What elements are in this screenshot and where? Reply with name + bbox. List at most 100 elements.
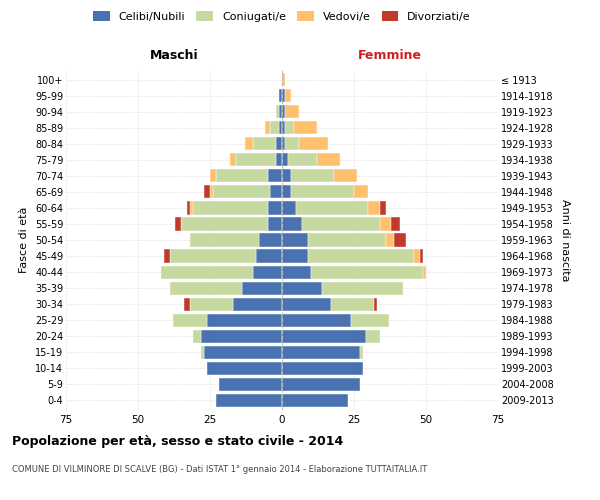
Bar [202, 346, 204, 359]
Bar [259, 234, 282, 246]
Bar [276, 137, 282, 150]
Bar [216, 394, 282, 407]
Bar [233, 298, 282, 310]
Bar [187, 202, 190, 214]
Bar [374, 298, 377, 310]
Bar [285, 89, 290, 102]
Bar [282, 170, 290, 182]
Bar [365, 330, 380, 343]
Bar [368, 202, 380, 214]
Bar [170, 250, 256, 262]
Bar [245, 137, 253, 150]
Bar [285, 121, 293, 134]
Bar [380, 218, 391, 230]
Bar [271, 121, 279, 134]
Bar [423, 266, 426, 278]
Bar [296, 202, 368, 214]
Bar [193, 330, 202, 343]
Bar [282, 73, 285, 86]
Bar [253, 266, 282, 278]
Bar [394, 234, 406, 246]
Text: Maschi: Maschi [149, 49, 199, 62]
Bar [311, 266, 423, 278]
Bar [308, 250, 415, 262]
Bar [276, 153, 282, 166]
Bar [190, 298, 233, 310]
Bar [331, 298, 374, 310]
Bar [282, 186, 290, 198]
Bar [216, 170, 268, 182]
Bar [170, 282, 242, 294]
Bar [290, 170, 334, 182]
Bar [242, 282, 282, 294]
Bar [204, 346, 282, 359]
Bar [213, 186, 271, 198]
Bar [282, 346, 360, 359]
Bar [282, 137, 285, 150]
Bar [420, 250, 423, 262]
Bar [334, 170, 357, 182]
Bar [282, 105, 285, 118]
Bar [282, 362, 362, 375]
Bar [282, 378, 360, 391]
Bar [308, 234, 386, 246]
Bar [218, 378, 282, 391]
Bar [282, 202, 296, 214]
Bar [256, 250, 282, 262]
Bar [204, 186, 210, 198]
Bar [175, 218, 181, 230]
Bar [279, 105, 282, 118]
Bar [351, 314, 389, 327]
Bar [164, 250, 170, 262]
Bar [279, 121, 282, 134]
Bar [207, 314, 282, 327]
Bar [184, 298, 190, 310]
Bar [391, 218, 400, 230]
Bar [190, 202, 193, 214]
Bar [202, 330, 282, 343]
Legend: Celibi/Nubili, Coniugati/e, Vedovi/e, Divorziati/e: Celibi/Nubili, Coniugati/e, Vedovi/e, Di… [90, 8, 474, 25]
Bar [282, 153, 288, 166]
Bar [230, 153, 236, 166]
Bar [181, 218, 268, 230]
Bar [161, 266, 253, 278]
Bar [290, 186, 354, 198]
Bar [207, 362, 282, 375]
Bar [282, 121, 285, 134]
Bar [282, 218, 302, 230]
Bar [210, 170, 216, 182]
Bar [268, 170, 282, 182]
Bar [299, 137, 328, 150]
Bar [190, 234, 259, 246]
Bar [282, 89, 285, 102]
Bar [293, 121, 317, 134]
Bar [317, 153, 340, 166]
Bar [279, 89, 282, 102]
Bar [210, 186, 213, 198]
Bar [271, 186, 282, 198]
Bar [282, 298, 331, 310]
Y-axis label: Anni di nascita: Anni di nascita [560, 198, 570, 281]
Bar [360, 346, 362, 359]
Bar [193, 202, 268, 214]
Bar [268, 202, 282, 214]
Bar [285, 105, 299, 118]
Bar [253, 137, 276, 150]
Bar [282, 314, 351, 327]
Bar [276, 105, 279, 118]
Bar [354, 186, 368, 198]
Bar [236, 153, 276, 166]
Bar [386, 234, 394, 246]
Bar [282, 394, 348, 407]
Y-axis label: Fasce di età: Fasce di età [19, 207, 29, 273]
Text: COMUNE DI VILMINORE DI SCALVE (BG) - Dati ISTAT 1° gennaio 2014 - Elaborazione T: COMUNE DI VILMINORE DI SCALVE (BG) - Dat… [12, 465, 427, 474]
Bar [282, 282, 322, 294]
Bar [265, 121, 271, 134]
Bar [173, 314, 207, 327]
Bar [282, 234, 308, 246]
Bar [302, 218, 380, 230]
Bar [282, 250, 308, 262]
Bar [282, 330, 365, 343]
Bar [282, 266, 311, 278]
Bar [415, 250, 420, 262]
